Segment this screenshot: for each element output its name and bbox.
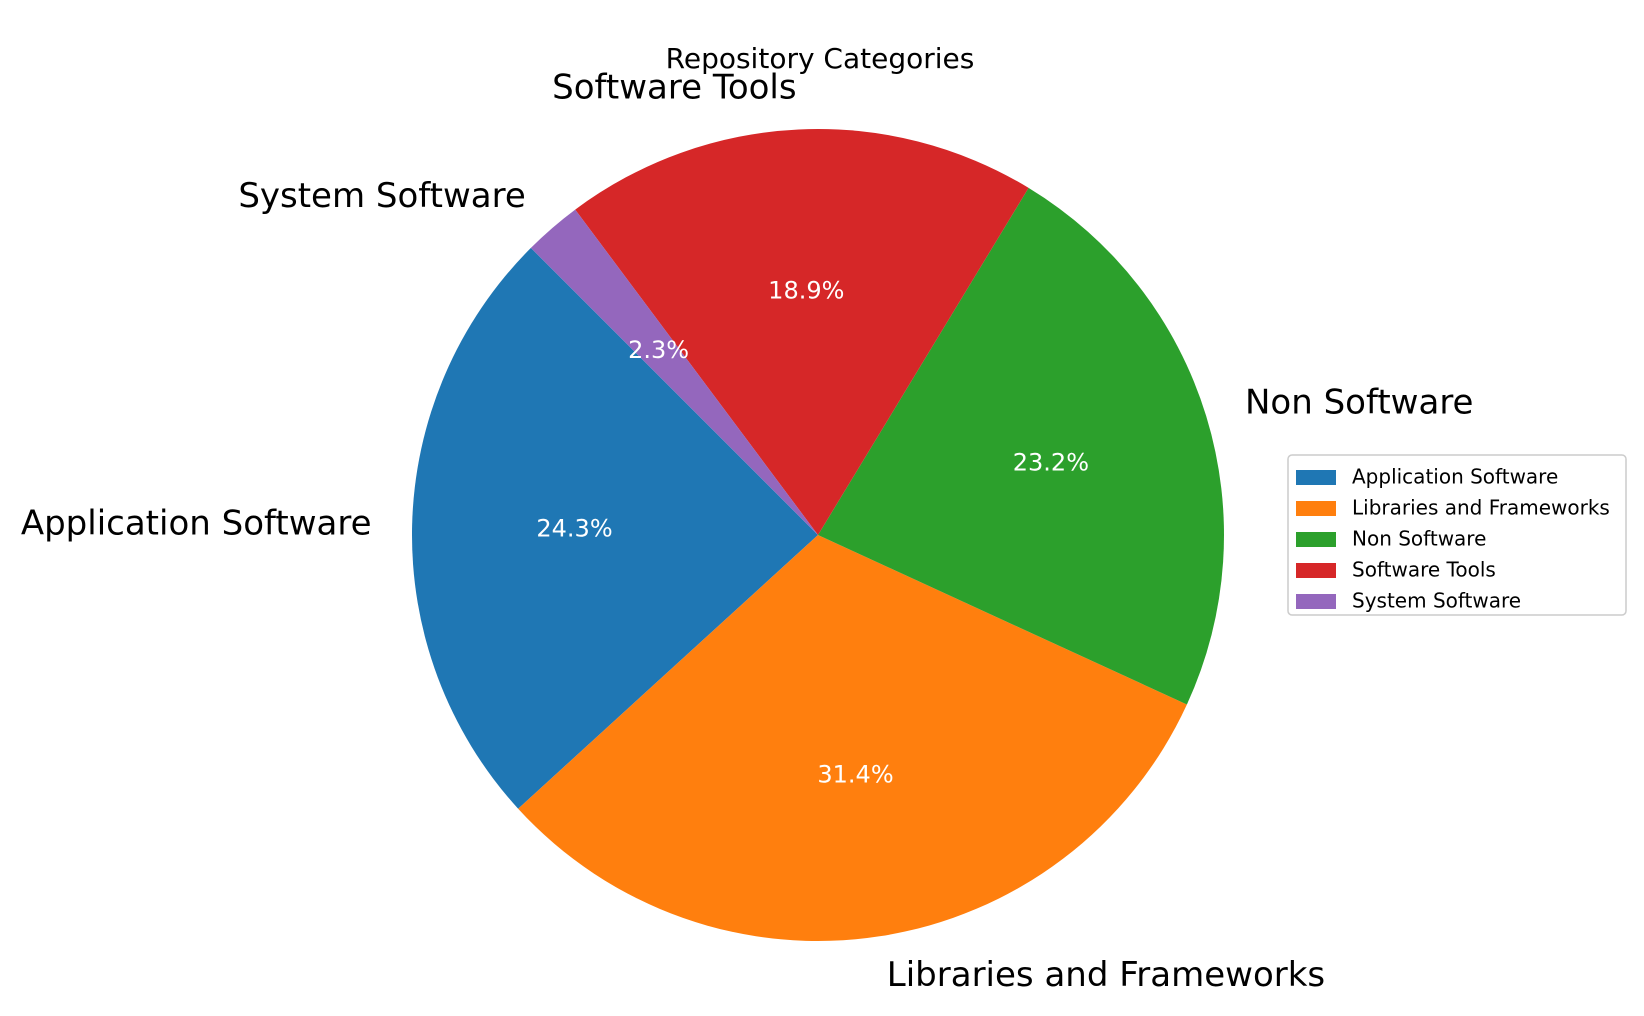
- slice-label-libraries-and-frameworks: Libraries and Frameworks: [887, 955, 1325, 995]
- legend-swatch-software-tools: [1296, 563, 1336, 578]
- legend-label-application-software: Application Software: [1352, 465, 1558, 489]
- legend-swatch-system-software: [1296, 594, 1336, 609]
- slice-percent-libraries-and-frameworks: 31.4%: [817, 761, 893, 789]
- legend-label-libraries-and-frameworks: Libraries and Frameworks: [1352, 496, 1610, 520]
- legend-label-software-tools: Software Tools: [1352, 558, 1496, 582]
- legend-frame: [1287, 454, 1627, 616]
- pie-slice-system-software: [530, 209, 818, 535]
- pie-slice-application-software: [411, 247, 818, 809]
- pie-slice-libraries-and-frameworks: [518, 535, 1187, 942]
- slice-percent-application-software: 24.3%: [536, 515, 612, 543]
- slice-label-software-tools: Software Tools: [552, 67, 796, 107]
- legend: Application Software Libraries and Framew…: [1287, 454, 1627, 616]
- slice-percent-system-software: 2.3%: [628, 336, 689, 364]
- legend-swatch-libraries-and-frameworks: [1296, 501, 1336, 516]
- slice-labels: Application Software Libraries and Framew…: [21, 67, 1474, 994]
- legend-swatch-application-software: [1296, 470, 1336, 485]
- pie-slice-software-tools: [575, 128, 1029, 535]
- slice-label-system-software: System Software: [238, 176, 525, 216]
- legend-swatch-non-software: [1296, 532, 1336, 547]
- slice-percent-labels: 24.3% 31.4% 23.2% 18.9% 2.3%: [536, 277, 1089, 789]
- pie-slice-non-software: [818, 187, 1224, 705]
- chart-title: Repository Categories: [666, 42, 975, 75]
- slice-label-non-software: Non Software: [1245, 383, 1473, 423]
- legend-label-non-software: Non Software: [1352, 527, 1486, 551]
- slice-label-application-software: Application Software: [21, 503, 372, 543]
- pie-slices: [411, 128, 1224, 942]
- legend-label-system-software: System Software: [1352, 589, 1521, 613]
- slice-percent-software-tools: 18.9%: [768, 277, 844, 305]
- slice-percent-non-software: 23.2%: [1013, 449, 1089, 477]
